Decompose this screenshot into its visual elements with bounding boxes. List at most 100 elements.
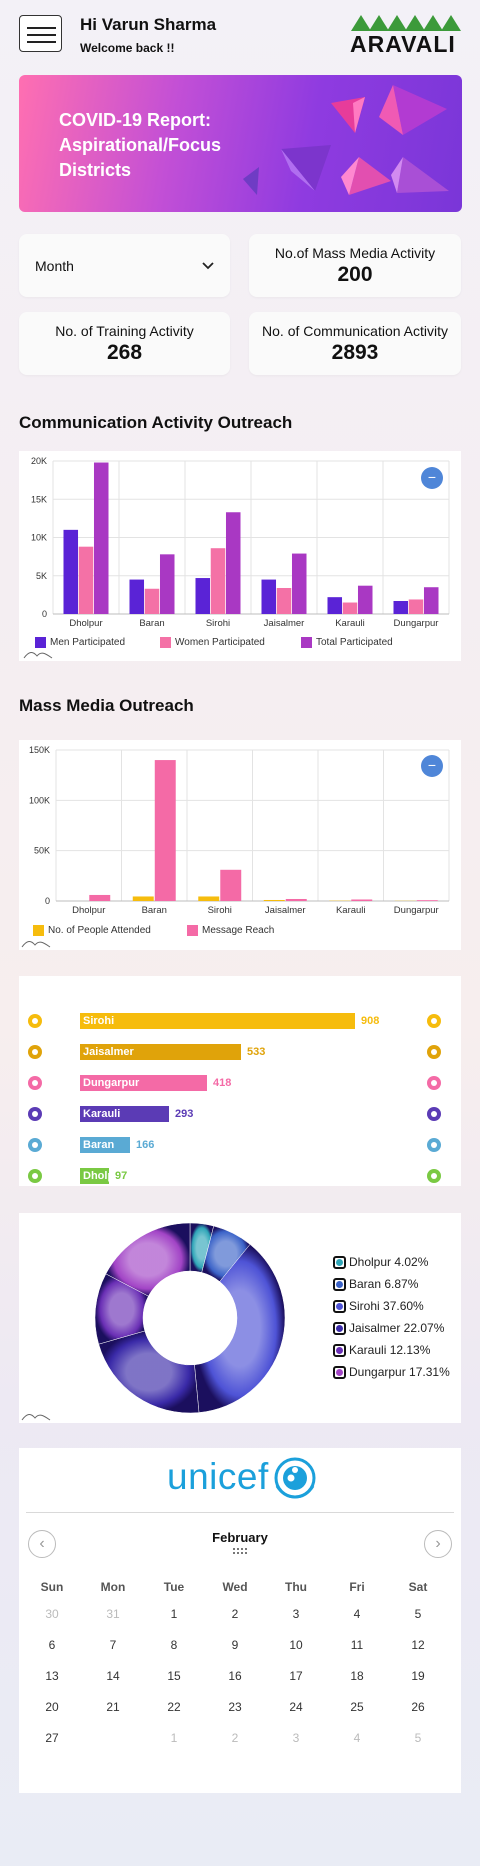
x-tick-label: Baran xyxy=(142,905,167,916)
prev-month-button[interactable]: ‹ xyxy=(28,1530,56,1558)
calendar-day[interactable]: 21 xyxy=(106,1700,120,1714)
legend-swatch xyxy=(301,637,312,648)
training-value: 268 xyxy=(106,341,143,364)
donut-legend-sirohi[interactable]: Sirohi 37.60% xyxy=(333,1299,424,1313)
legend-label: Men Participated xyxy=(50,637,126,648)
legend-total[interactable]: Total Participated xyxy=(301,637,393,648)
rank-value: 166 xyxy=(136,1139,155,1151)
calendar-day[interactable]: 20 xyxy=(45,1700,59,1714)
legend-men[interactable]: Men Participated xyxy=(35,637,125,648)
calendar-day[interactable]: 11 xyxy=(350,1638,364,1652)
bar-sirohi-1 xyxy=(198,896,220,901)
rank-value: 533 xyxy=(247,1046,266,1058)
bar-dungarpur-2 xyxy=(408,599,424,614)
calendar-day[interactable]: 13 xyxy=(45,1669,59,1683)
calendar-day[interactable]: 24 xyxy=(289,1700,303,1714)
rank-dot-icon xyxy=(28,1169,42,1183)
chart-menu-button[interactable]: − xyxy=(421,755,443,777)
donut-legend-karauli[interactable]: Karauli 12.13% xyxy=(333,1343,430,1357)
chart-menu-button[interactable]: − xyxy=(421,467,443,489)
district-share-panel: Dholpur 4.02% Baran 6.87% Sirohi 37.60% Jai… xyxy=(19,1213,461,1423)
rank-value: 418 xyxy=(213,1077,232,1089)
calendar-day[interactable]: 26 xyxy=(411,1700,425,1714)
calendar-day-outside[interactable]: 2 xyxy=(231,1731,239,1745)
communication-value: 2893 xyxy=(331,341,379,364)
y-tick-label: 15K xyxy=(31,494,47,504)
rank-dot-icon xyxy=(427,1138,441,1152)
calendar-day-outside[interactable]: 31 xyxy=(106,1607,120,1621)
calendar-day[interactable]: 25 xyxy=(350,1700,364,1714)
rank-dot-icon xyxy=(427,1169,441,1183)
calendar-day[interactable]: 9 xyxy=(231,1638,239,1652)
calendar-day-outside[interactable]: 1 xyxy=(170,1731,178,1745)
calendar-day[interactable]: 12 xyxy=(411,1638,425,1652)
y-tick-label: 150K xyxy=(29,745,50,755)
chevron-down-icon xyxy=(202,261,214,269)
calendar-day[interactable]: 27 xyxy=(45,1731,59,1745)
calendar-day-outside[interactable]: 4 xyxy=(353,1731,361,1745)
rank-bar: Karauli xyxy=(80,1106,169,1122)
calendar-day[interactable]: 14 xyxy=(106,1669,120,1683)
donut-legend-jaisalmer[interactable]: Jaisalmer 22.07% xyxy=(333,1321,444,1335)
y-tick-label: 100K xyxy=(29,795,50,805)
rank-row-dungarpur: Dungarpur 418 xyxy=(19,1074,462,1092)
legend-women[interactable]: Women Participated xyxy=(160,637,265,648)
calendar-day[interactable]: 23 xyxy=(228,1700,242,1714)
calendar-day[interactable]: 22 xyxy=(167,1700,181,1714)
period-select[interactable]: Month xyxy=(19,234,230,297)
legend-swatch xyxy=(333,1343,346,1357)
calendar-day[interactable]: 7 xyxy=(109,1638,117,1652)
calendar-day[interactable]: 3 xyxy=(292,1607,300,1621)
rank-bar: Dungarpur xyxy=(80,1075,207,1091)
weekday-wed: Wed xyxy=(222,1580,248,1594)
x-tick-label: Karauli xyxy=(336,905,366,916)
calendar-day[interactable]: 4 xyxy=(353,1607,361,1621)
calendar-day[interactable]: 15 xyxy=(167,1669,181,1683)
communication-section-title: Communication Activity Outreach xyxy=(19,413,293,432)
month-picker-handle[interactable] xyxy=(233,1548,247,1554)
mountains-icon xyxy=(351,15,461,31)
x-tick-label: Sirohi xyxy=(208,905,232,916)
calendar-day[interactable]: 19 xyxy=(411,1669,425,1683)
x-tick-label: Sirohi xyxy=(206,618,230,629)
legend-label: Baran 6.87% xyxy=(349,1277,419,1291)
donut-slice-jaisalmer xyxy=(98,1330,200,1414)
mass-media-chart: 0 50K 100K 150K Dholpur Baran Sirohi Jaisalmer K… xyxy=(29,745,450,916)
calendar-day-outside[interactable]: 30 xyxy=(45,1607,59,1621)
bar-dholpur-1 xyxy=(63,529,79,614)
bar-karauli-3 xyxy=(357,585,373,614)
mass-media-value: 200 xyxy=(337,263,373,286)
logo-text: ARAVALI xyxy=(350,31,456,57)
calendar-day[interactable]: 10 xyxy=(289,1638,303,1652)
report-banner: COVID-19 Report: Aspirational/Focus Dist… xyxy=(19,75,462,212)
legend-label: Dungarpur 17.31% xyxy=(349,1365,450,1379)
calendar-day[interactable]: 8 xyxy=(170,1638,178,1652)
legend-people-attended[interactable]: No. of People Attended xyxy=(33,925,151,936)
legend-label: Total Participated xyxy=(316,637,393,648)
calendar-day-outside[interactable]: 3 xyxy=(292,1731,300,1745)
calendar-day[interactable]: 17 xyxy=(289,1669,303,1683)
calendar-day-outside[interactable]: 5 xyxy=(414,1731,422,1745)
calendar-day[interactable]: 18 xyxy=(350,1669,364,1683)
calendar-day[interactable]: 5 xyxy=(414,1607,422,1621)
calendar-day[interactable]: 2 xyxy=(231,1607,239,1621)
divider xyxy=(26,1512,454,1513)
x-tick-label: Baran xyxy=(139,618,164,629)
calendar-day[interactable]: 16 xyxy=(228,1669,242,1683)
legend-message-reach[interactable]: Message Reach xyxy=(187,925,274,936)
rank-bar: Jaisalmer xyxy=(80,1044,241,1060)
donut-legend-dholpur[interactable]: Dholpur 4.02% xyxy=(333,1255,428,1269)
calendar-day[interactable]: 6 xyxy=(48,1638,56,1652)
calendar-day[interactable]: 1 xyxy=(170,1607,178,1621)
menu-button[interactable] xyxy=(19,15,62,52)
x-tick-label: Jaisalmer xyxy=(265,905,306,916)
calendar-month[interactable]: February xyxy=(212,1530,268,1545)
legend-swatch xyxy=(35,637,46,648)
donut-legend-baran[interactable]: Baran 6.87% xyxy=(333,1277,418,1291)
next-month-button[interactable]: › xyxy=(424,1530,452,1558)
bar-sirohi-2 xyxy=(210,548,226,614)
y-tick-label: 0 xyxy=(45,896,50,906)
calendar-day-selected[interactable]: 28 xyxy=(106,1731,120,1745)
bar-karauli-2 xyxy=(351,899,373,901)
donut-legend-dungarpur[interactable]: Dungarpur 17.31% xyxy=(333,1365,450,1379)
